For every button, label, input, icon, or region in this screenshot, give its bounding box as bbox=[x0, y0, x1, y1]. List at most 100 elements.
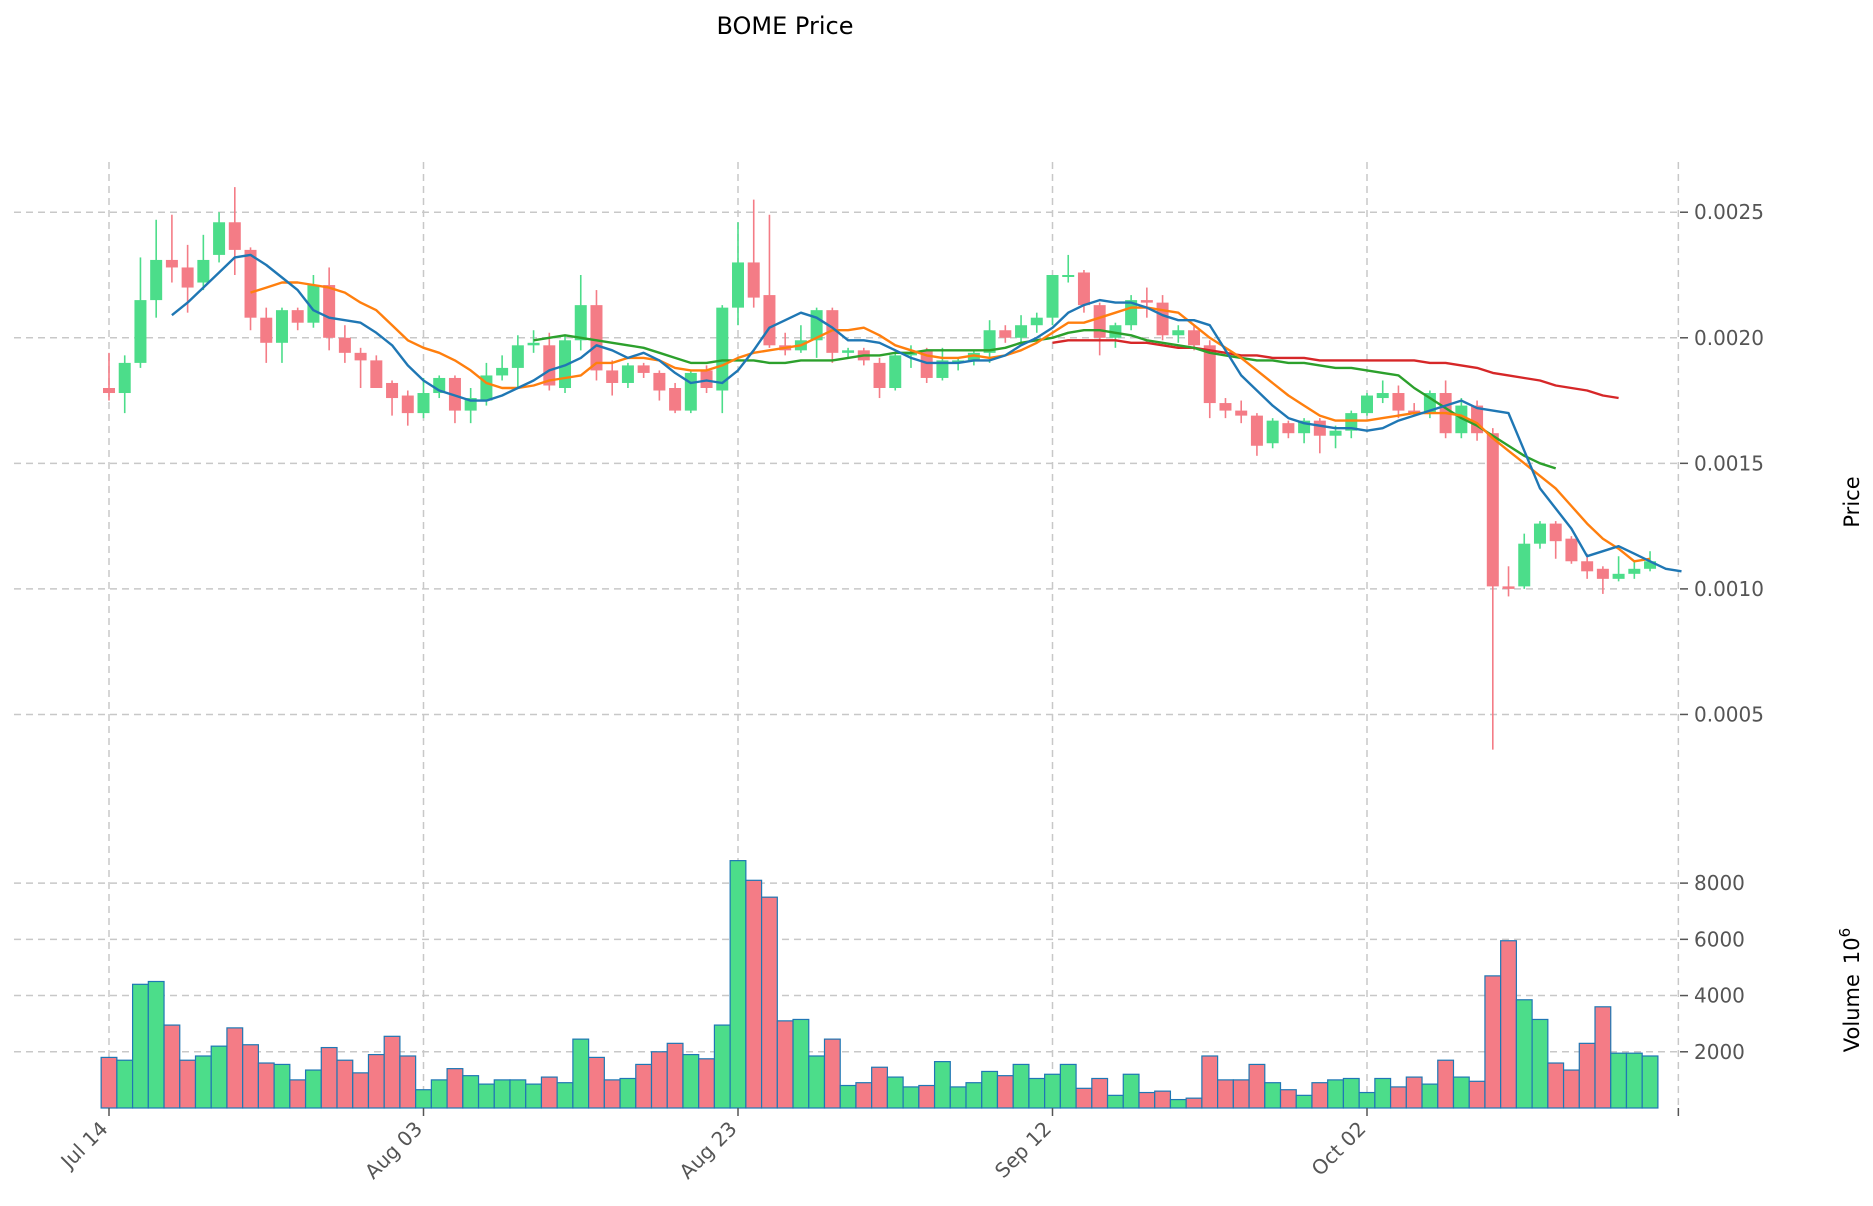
candle-down bbox=[606, 360, 619, 396]
candle-up bbox=[464, 388, 477, 424]
volume-axis-exponent: 6 bbox=[1836, 928, 1854, 938]
candle-down bbox=[165, 214, 178, 283]
candle-body bbox=[1628, 568, 1641, 574]
volume-bar bbox=[304, 1069, 322, 1109]
candle-down bbox=[653, 370, 666, 401]
candle-down bbox=[1140, 287, 1153, 318]
volume-bar bbox=[446, 1068, 464, 1109]
candle-body bbox=[763, 295, 776, 346]
volume-bar bbox=[1059, 1063, 1077, 1109]
candle-down bbox=[747, 199, 760, 308]
volume-bar bbox=[776, 1020, 794, 1109]
candle-body bbox=[1266, 420, 1279, 444]
candle-body bbox=[1376, 393, 1389, 399]
candle-body bbox=[134, 300, 147, 363]
candle-down bbox=[920, 347, 933, 383]
candle-body bbox=[417, 393, 430, 414]
candle-body bbox=[904, 352, 917, 356]
candle-down bbox=[1093, 302, 1106, 356]
volume-bar bbox=[1625, 1052, 1643, 1109]
candle-body bbox=[1612, 573, 1625, 579]
volume-bar bbox=[1531, 1018, 1549, 1109]
volume-bar bbox=[1452, 1076, 1470, 1109]
volume-bar bbox=[666, 1042, 684, 1109]
candle-body bbox=[543, 345, 556, 386]
candle-up bbox=[794, 325, 807, 353]
candle-body bbox=[1203, 345, 1216, 404]
volume-bar bbox=[320, 1046, 338, 1109]
candle-body bbox=[213, 222, 226, 255]
volume-bar bbox=[1295, 1094, 1313, 1109]
candle-body bbox=[511, 345, 524, 368]
candle-up bbox=[716, 305, 729, 414]
candle-body bbox=[370, 360, 383, 388]
volume-bar bbox=[1217, 1079, 1234, 1109]
candle-body bbox=[181, 267, 194, 288]
candle-body bbox=[1502, 586, 1515, 589]
volume-bar bbox=[635, 1063, 653, 1109]
candle-down bbox=[260, 307, 273, 363]
volume-bar bbox=[131, 983, 149, 1109]
candle-up bbox=[967, 350, 980, 366]
volume-bar bbox=[415, 1089, 432, 1109]
candle-body bbox=[1140, 300, 1153, 303]
volume-bar bbox=[1374, 1077, 1392, 1109]
volume-bar bbox=[257, 1062, 275, 1109]
candle-up bbox=[118, 355, 131, 414]
candle-body bbox=[920, 350, 933, 378]
candle-body bbox=[165, 259, 178, 268]
volume-bar bbox=[745, 879, 763, 1109]
candle-body bbox=[716, 307, 729, 391]
candle-up bbox=[1172, 325, 1185, 343]
volume-bar bbox=[1578, 1042, 1596, 1109]
date-tick-label: Sep 12 bbox=[990, 1117, 1056, 1183]
candle-down bbox=[1219, 398, 1232, 419]
candle-body bbox=[228, 222, 241, 250]
candle-up bbox=[889, 352, 902, 391]
volume-bar bbox=[273, 1063, 291, 1109]
candle-down bbox=[1313, 418, 1326, 454]
candle-up bbox=[307, 275, 320, 328]
candle-body bbox=[1093, 305, 1106, 338]
candle-down bbox=[103, 352, 115, 401]
candle-body bbox=[1486, 433, 1499, 587]
volume-bar bbox=[823, 1038, 841, 1109]
ma-14-line bbox=[250, 281, 1651, 563]
volume-bar bbox=[572, 1038, 590, 1109]
candle-down bbox=[228, 187, 241, 275]
volume-bar bbox=[525, 1083, 543, 1109]
candle-up bbox=[1345, 410, 1358, 439]
candlesticks bbox=[103, 187, 1657, 750]
volume-bar bbox=[1547, 1062, 1565, 1109]
candle-down bbox=[386, 380, 399, 416]
candle-body bbox=[936, 360, 949, 378]
volume-bar bbox=[1201, 1055, 1219, 1109]
candle-down bbox=[1596, 566, 1609, 594]
volume-bar bbox=[289, 1079, 307, 1109]
price-tick-label: 0.0020 bbox=[1694, 326, 1764, 350]
candle-body bbox=[260, 317, 273, 343]
candle-down bbox=[338, 325, 351, 363]
candle-body bbox=[338, 337, 351, 353]
volume-bar bbox=[650, 1051, 668, 1109]
candle-body bbox=[732, 262, 744, 308]
volume-bar bbox=[242, 1044, 259, 1109]
candle-body bbox=[669, 388, 682, 411]
candle-down bbox=[323, 267, 336, 351]
candle-body bbox=[1518, 543, 1531, 587]
candle-body bbox=[1250, 415, 1263, 446]
candle-down bbox=[779, 332, 792, 356]
candle-up bbox=[1612, 556, 1625, 582]
candle-body bbox=[354, 352, 367, 361]
volume-bar bbox=[1358, 1091, 1376, 1109]
candle-up bbox=[150, 219, 163, 318]
candle-body bbox=[1030, 317, 1043, 326]
candle-up bbox=[936, 347, 949, 381]
volume-bar bbox=[1154, 1090, 1172, 1109]
date-tick-label: Oct 02 bbox=[1307, 1117, 1371, 1181]
volume-bar bbox=[996, 1075, 1014, 1109]
price-tick-label: 0.0010 bbox=[1694, 577, 1764, 601]
candle-body bbox=[197, 259, 210, 283]
candle-up bbox=[1030, 312, 1043, 333]
